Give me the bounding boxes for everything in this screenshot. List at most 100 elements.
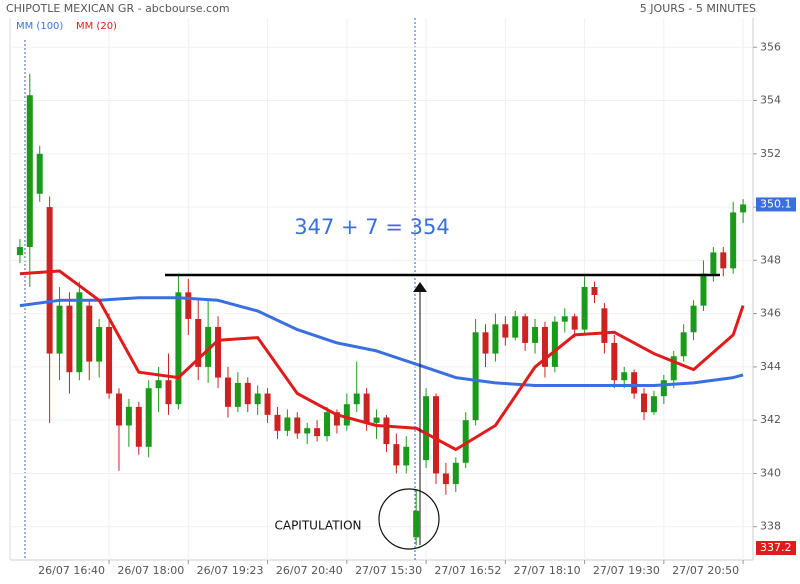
y-tick-label: 344 — [760, 360, 781, 373]
x-tick-label: 27/07 20:50 — [672, 564, 739, 577]
y-tick-label: 342 — [760, 413, 781, 426]
candle-body — [472, 332, 479, 421]
x-tick-label: 27/07 18:10 — [514, 564, 581, 577]
legend-entry: MM (20) — [76, 21, 117, 32]
candle-body — [502, 324, 509, 338]
candle-body — [86, 305, 93, 362]
price-label-box — [756, 541, 796, 556]
candle-body — [413, 510, 420, 538]
candle-body — [452, 462, 459, 485]
x-tick-label: 27/07 15:30 — [355, 564, 422, 577]
candle-body — [403, 446, 410, 466]
candle-body — [324, 412, 331, 437]
arrow-head — [413, 282, 427, 292]
candle-body — [621, 372, 628, 381]
y-tick-label: 352 — [760, 147, 781, 160]
candle-body — [66, 305, 73, 373]
annotation: CAPITULATION — [274, 519, 361, 533]
moving-average — [19, 269, 745, 451]
candle-body — [700, 273, 707, 306]
candle-body — [145, 388, 152, 447]
candle-body — [740, 204, 747, 213]
candle-body — [710, 252, 717, 274]
candle-body — [611, 342, 618, 381]
candle-body — [195, 318, 202, 367]
candle-body — [423, 396, 430, 461]
candle-body — [224, 377, 231, 407]
candle-body — [680, 332, 687, 357]
candle-body — [125, 406, 132, 426]
price-label: 350.1 — [760, 197, 792, 210]
y-tick-label: 340 — [760, 466, 781, 479]
candle-body — [165, 380, 172, 405]
capitulation-circle — [378, 488, 440, 550]
candle-body — [353, 393, 360, 405]
candle-body — [314, 428, 321, 437]
candle-body — [720, 252, 727, 269]
y-tick-label: 338 — [760, 520, 781, 533]
candle-body — [115, 393, 122, 426]
candle-body — [522, 316, 529, 343]
candle-body — [96, 326, 103, 362]
y-tick-label: 356 — [760, 40, 781, 53]
y-tick-label: 346 — [760, 307, 781, 320]
annotation: 347 + 7 = 354 — [294, 215, 449, 239]
candle-body — [363, 393, 370, 423]
y-tick-label: 354 — [760, 94, 781, 107]
x-tick-label: 26/07 16:40 — [38, 564, 105, 577]
candle-body — [16, 247, 23, 256]
candle-body — [46, 207, 53, 354]
y-tick-label: 348 — [760, 253, 781, 266]
candle-body — [254, 393, 261, 405]
candle-body — [730, 212, 737, 269]
candle-body — [541, 326, 548, 367]
candle-body — [56, 305, 63, 354]
candle-body — [234, 382, 241, 407]
candle-body — [284, 417, 291, 431]
period: 5 JOURS - 5 MINUTES — [640, 2, 756, 15]
candle-body — [581, 286, 588, 330]
candle-body — [26, 95, 33, 248]
candle-body — [432, 396, 439, 474]
candle-body — [76, 292, 83, 373]
candle-body — [205, 326, 212, 367]
x-tick-label: 26/07 18:00 — [117, 564, 184, 577]
candle-body — [393, 444, 400, 466]
candle-body — [135, 406, 142, 447]
candle-body — [175, 292, 182, 405]
candle-body — [36, 153, 43, 194]
candle-body — [304, 428, 311, 434]
x-tick-label: 26/07 19:23 — [197, 564, 264, 577]
candle-body — [373, 417, 380, 423]
candle-body — [512, 316, 519, 338]
candle-body — [442, 473, 449, 485]
candle-body — [690, 305, 697, 333]
candle-body — [631, 372, 638, 394]
price-label: 337.2 — [760, 541, 792, 554]
candle-body — [492, 324, 499, 354]
candle-body — [383, 417, 390, 445]
candle-body — [532, 326, 539, 343]
chart-title: CHIPOTLE MEXICAN GR - abcbourse.com — [6, 2, 230, 15]
candle-body — [551, 321, 558, 367]
candle-body — [106, 326, 113, 394]
candle-body — [294, 417, 301, 434]
candle-body — [185, 292, 192, 319]
candle-body — [660, 380, 667, 397]
x-tick-label: 26/07 20:40 — [276, 564, 343, 577]
candle-body — [333, 412, 340, 426]
candle-body — [670, 356, 677, 381]
candle-body — [601, 308, 608, 343]
candle-body — [650, 396, 657, 413]
legend-entry: MM (100) — [16, 21, 63, 32]
moving-average — [19, 296, 744, 387]
x-tick-label: 27/07 19:30 — [593, 564, 660, 577]
candle-body — [462, 420, 469, 463]
candle-body — [274, 414, 281, 431]
candle-body — [244, 382, 251, 405]
candle-body — [155, 380, 162, 389]
candle-body — [591, 286, 598, 295]
candle-body — [641, 393, 648, 413]
x-tick-label: 27/07 16:52 — [434, 564, 501, 577]
